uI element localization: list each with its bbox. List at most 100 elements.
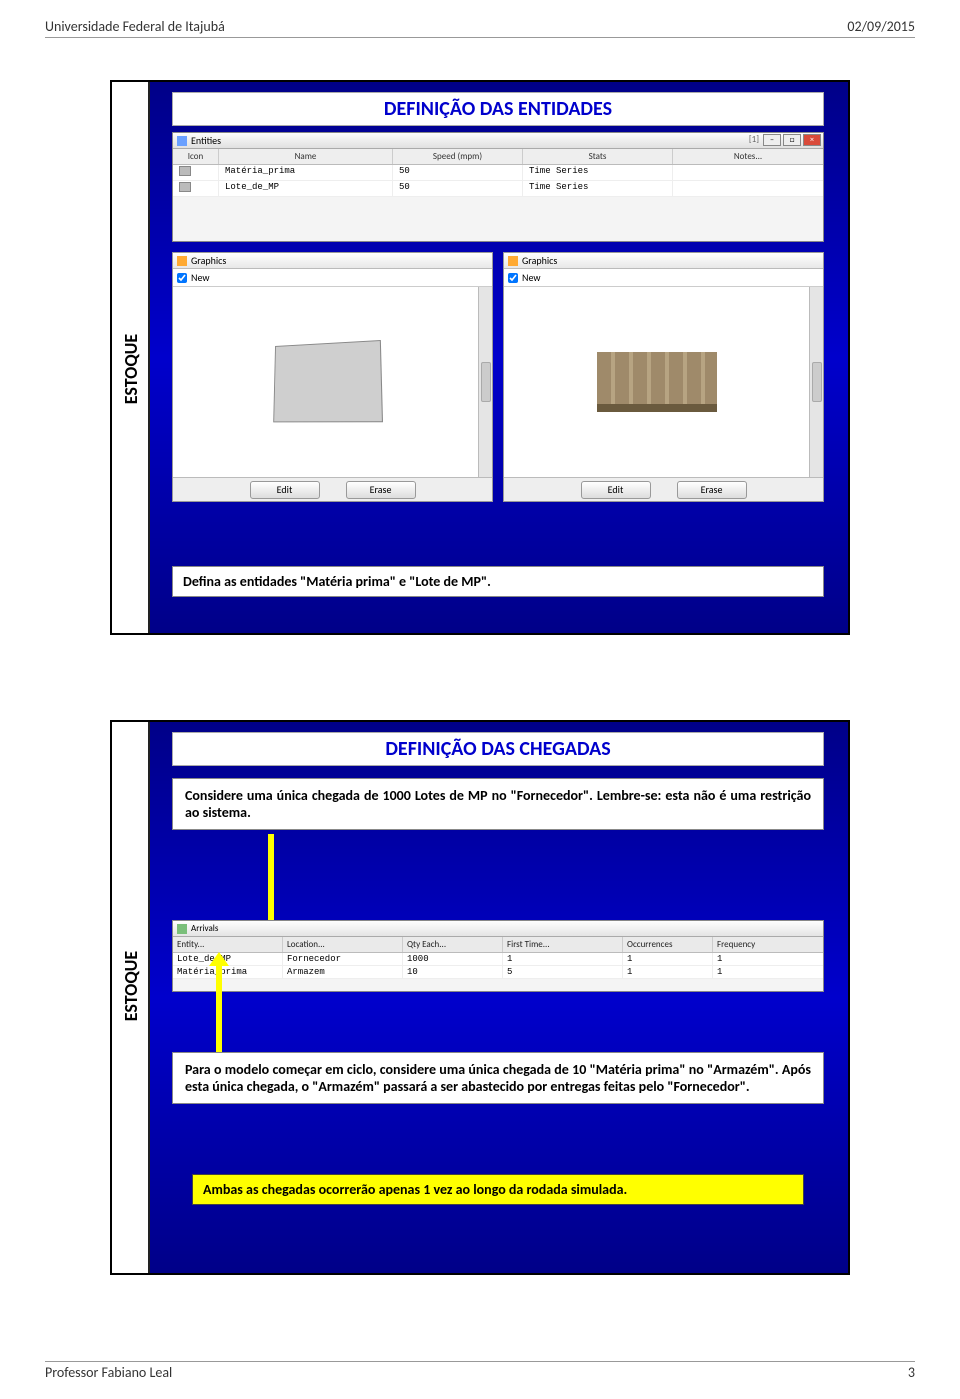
col-qty: Qty Each... bbox=[403, 937, 503, 952]
graphics-title: Graphics bbox=[504, 253, 823, 269]
cell-entity: Matéria_prima bbox=[173, 966, 283, 978]
page-footer: Professor Fabiano Leal 3 bbox=[45, 1361, 915, 1381]
arrivals-label: Arrivals bbox=[191, 923, 218, 934]
arrow-up-icon bbox=[216, 964, 222, 1064]
graphics-icon bbox=[508, 256, 518, 266]
row-speed: 50 bbox=[393, 181, 523, 196]
graphics-icon bbox=[177, 256, 187, 266]
new-label: New bbox=[191, 271, 210, 284]
entities-header: Icon Name Speed (mpm) Stats Notes... bbox=[173, 149, 823, 165]
slide2-text1: Considere uma única chegada de 1000 Lote… bbox=[172, 778, 824, 830]
maximize-button[interactable]: □ bbox=[783, 134, 801, 146]
arrivals-window: Arrivals Entity... Location... Qty Each.… bbox=[172, 920, 824, 992]
col-first: First Time... bbox=[503, 937, 623, 952]
cell-qty: 1000 bbox=[403, 953, 503, 965]
graphics-new-row: New bbox=[504, 269, 823, 287]
cube-shape bbox=[273, 340, 383, 422]
cell-location: Fornecedor bbox=[283, 953, 403, 965]
slide2-text2: Para o modelo começar em ciclo, consider… bbox=[172, 1052, 824, 1104]
col-speed: Speed (mpm) bbox=[393, 149, 523, 164]
new-label: New bbox=[522, 271, 541, 284]
slide-1: ESTOQUE DEFINIÇÃO DAS ENTIDADES Entities… bbox=[110, 80, 850, 635]
entities-rows: Matéria_prima 50 Time Series Lote_de_MP … bbox=[173, 165, 823, 197]
graphics-new-row: New bbox=[173, 269, 492, 287]
row-speed: 50 bbox=[393, 165, 523, 180]
row-icon bbox=[173, 181, 219, 196]
row-stats: Time Series bbox=[523, 181, 673, 196]
cell-qty: 10 bbox=[403, 966, 503, 978]
slide1-caption: Defina as entidades "Matéria prima" e "L… bbox=[172, 566, 824, 597]
slide2-title-box: DEFINIÇÃO DAS CHEGADAS bbox=[172, 732, 824, 766]
scrollbar[interactable] bbox=[809, 287, 823, 477]
row-name: Lote_de_MP bbox=[219, 181, 393, 196]
scrollbar[interactable] bbox=[478, 287, 492, 477]
table-row[interactable]: Lote_de_MP 50 Time Series bbox=[173, 181, 823, 197]
footer-left: Professor Fabiano Leal bbox=[45, 1364, 172, 1381]
arrivals-title: Arrivals bbox=[173, 921, 823, 937]
graphics-canvas bbox=[504, 287, 809, 477]
edit-button[interactable]: Edit bbox=[581, 481, 651, 499]
minimize-button[interactable]: – bbox=[763, 134, 781, 146]
table-row[interactable]: Lote_de_MP Fornecedor 1000 1 1 1 bbox=[173, 953, 823, 966]
entities-title: Entities bbox=[191, 134, 221, 147]
slide2-sidebar: ESTOQUE bbox=[112, 722, 150, 1273]
slide2-side-label: ESTOQUE bbox=[120, 951, 142, 1021]
graphics-title: Graphics bbox=[173, 253, 492, 269]
graphics-label: Graphics bbox=[522, 254, 557, 267]
erase-button[interactable]: Erase bbox=[346, 481, 416, 499]
graphics-panel-right: Graphics New Edit Erase bbox=[503, 252, 824, 502]
col-name: Name bbox=[219, 149, 393, 164]
col-location: Location... bbox=[283, 937, 403, 952]
header-right: 02/09/2015 bbox=[847, 18, 915, 35]
caption-text: Defina as entidades "Matéria prima" e "L… bbox=[183, 573, 491, 590]
slide2-title: DEFINIÇÃO DAS CHEGADAS bbox=[385, 737, 610, 761]
edit-button[interactable]: Edit bbox=[250, 481, 320, 499]
row-name: Matéria_prima bbox=[219, 165, 393, 180]
entities-icon bbox=[177, 136, 187, 146]
cell-occ: 1 bbox=[623, 966, 713, 978]
cell-occ: 1 bbox=[623, 953, 713, 965]
entities-count: [1] bbox=[749, 134, 759, 145]
graphics-footer: Edit Erase bbox=[504, 477, 823, 501]
cell-freq: 1 bbox=[713, 953, 823, 965]
graphics-panel-left: Graphics New Edit Erase bbox=[172, 252, 493, 502]
erase-button[interactable]: Erase bbox=[677, 481, 747, 499]
highlight-text: Ambas as chegadas ocorrerão apenas 1 vez… bbox=[203, 1181, 627, 1198]
row-notes bbox=[673, 165, 823, 180]
slide-2: ESTOQUE DEFINIÇÃO DAS CHEGADAS Considere… bbox=[110, 720, 850, 1275]
cell-freq: 1 bbox=[713, 966, 823, 978]
row-icon bbox=[173, 165, 219, 180]
pallet-shape bbox=[597, 352, 717, 412]
entities-titlebar: Entities [1] – □ × bbox=[173, 133, 823, 149]
graphics-body bbox=[504, 287, 823, 477]
slide1-side-label: ESTOQUE bbox=[120, 333, 142, 403]
col-icon: Icon bbox=[173, 149, 219, 164]
table-row[interactable]: Matéria_prima Armazem 10 5 1 1 bbox=[173, 966, 823, 979]
text1: Considere uma única chegada de 1000 Lote… bbox=[185, 787, 811, 821]
new-checkbox[interactable] bbox=[508, 273, 518, 283]
cell-location: Armazem bbox=[283, 966, 403, 978]
text2: Para o modelo começar em ciclo, consider… bbox=[185, 1061, 811, 1095]
close-button[interactable]: × bbox=[803, 134, 821, 146]
graphics-label: Graphics bbox=[191, 254, 226, 267]
table-row[interactable]: Matéria_prima 50 Time Series bbox=[173, 165, 823, 181]
col-stats: Stats bbox=[523, 149, 673, 164]
col-entity: Entity... bbox=[173, 937, 283, 952]
window-controls: – □ × bbox=[763, 134, 821, 146]
row-stats: Time Series bbox=[523, 165, 673, 180]
slide1-sidebar: ESTOQUE bbox=[112, 82, 150, 633]
graphics-canvas bbox=[173, 287, 478, 477]
new-checkbox[interactable] bbox=[177, 273, 187, 283]
footer-right: 3 bbox=[908, 1364, 915, 1381]
slide1-title-box: DEFINIÇÃO DAS ENTIDADES bbox=[172, 92, 824, 126]
row-notes bbox=[673, 181, 823, 196]
graphics-footer: Edit Erase bbox=[173, 477, 492, 501]
graphics-body bbox=[173, 287, 492, 477]
arrivals-header: Entity... Location... Qty Each... First … bbox=[173, 937, 823, 953]
col-notes: Notes... bbox=[673, 149, 823, 164]
graphics-panels: Graphics New Edit Erase Graphics bbox=[172, 252, 824, 502]
entities-window: Entities [1] – □ × Icon Name Speed (mpm)… bbox=[172, 132, 824, 242]
cell-first: 1 bbox=[503, 953, 623, 965]
page-header: Universidade Federal de Itajubá 02/09/20… bbox=[45, 18, 915, 38]
header-left: Universidade Federal de Itajubá bbox=[45, 18, 225, 35]
